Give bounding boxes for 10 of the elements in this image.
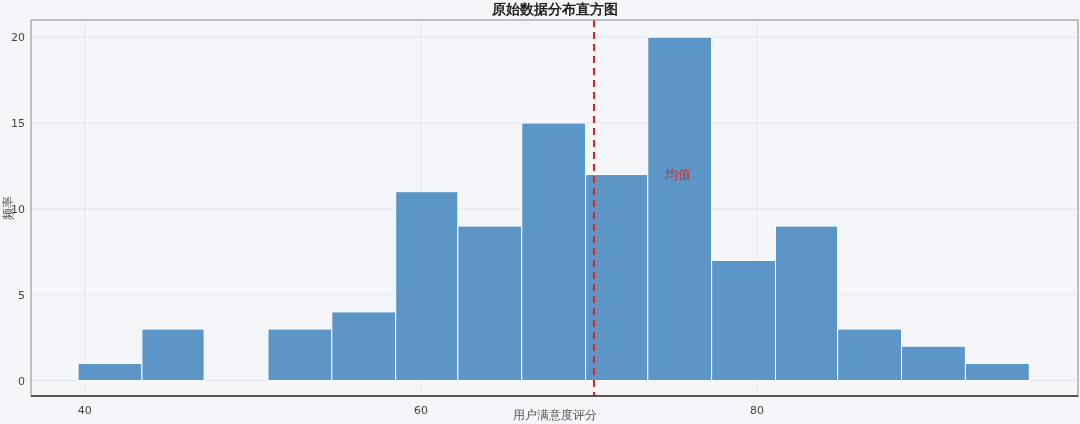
- x-axis-title: 用户满意度评分: [512, 408, 597, 422]
- x-tick-label: 60: [413, 404, 428, 417]
- y-tick-label: 5: [18, 288, 25, 302]
- ref-line-label: 均值: [663, 167, 691, 183]
- chart-title: 原始数据分布直方图: [490, 1, 618, 17]
- x-tick-label: 40: [77, 404, 92, 417]
- y-tick-label: 20: [11, 31, 25, 45]
- y-tick-label: 0: [18, 374, 25, 388]
- x-tick-label: 80: [750, 404, 765, 417]
- y-tick-label: 15: [11, 117, 25, 131]
